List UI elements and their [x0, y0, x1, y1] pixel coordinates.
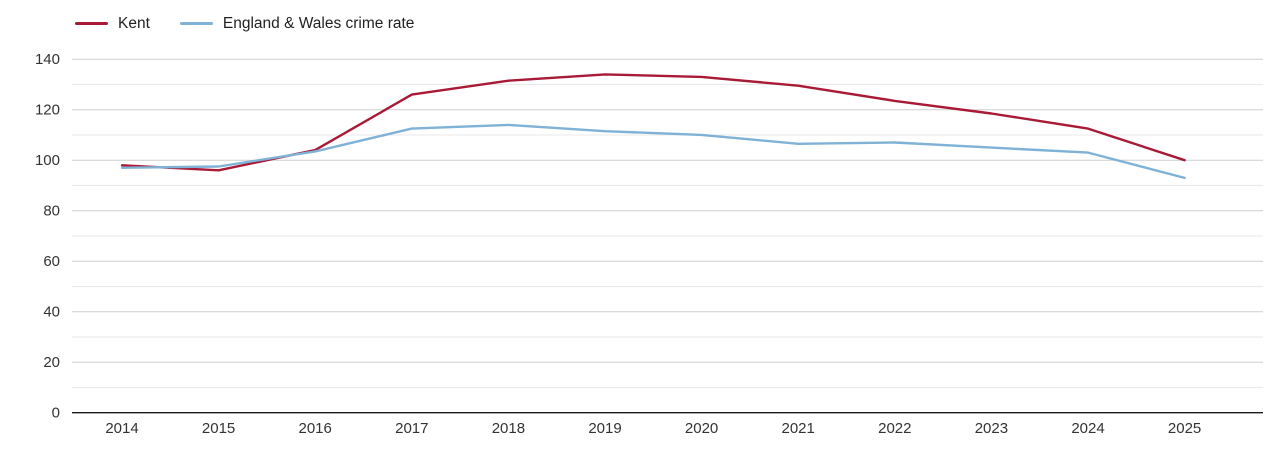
chart-legend: Kent England & Wales crime rate	[75, 15, 414, 32]
legend-item-kent[interactable]: Kent	[75, 15, 150, 32]
x-axis-tick-label: 2025	[1168, 420, 1201, 437]
legend-label-england-wales: England & Wales crime rate	[222, 15, 415, 32]
y-axis-tick-label: 20	[43, 354, 60, 371]
legend-label-kent: Kent	[118, 15, 150, 32]
x-axis-tick-label: 2018	[492, 420, 525, 437]
x-axis-tick-label: 2019	[588, 420, 621, 437]
x-axis-tick-label: 2024	[1071, 420, 1104, 437]
x-axis-tick-label: 2016	[299, 420, 332, 437]
x-axis-tick-label: 2022	[878, 420, 911, 437]
x-axis-tick-label: 2014	[105, 420, 138, 437]
y-axis-tick-label: 60	[43, 253, 60, 270]
y-axis-tick-label: 0	[52, 405, 60, 422]
legend-item-england-wales[interactable]: England & Wales crime rate	[179, 15, 415, 32]
x-axis-tick-label: 2021	[782, 420, 815, 437]
x-axis-tick-label: 2015	[202, 420, 235, 437]
line-series-england-wales	[120, 123, 1186, 180]
x-axis-tick-label: 2017	[395, 420, 428, 437]
kent-line-swatch-icon	[75, 21, 108, 25]
x-axis-tick-label: 2023	[975, 420, 1008, 437]
y-axis-tick-label: 40	[43, 304, 60, 321]
y-axis-tick-label: 140	[35, 51, 60, 68]
y-axis-tick-label: 100	[35, 152, 60, 169]
england-wales-line-swatch-icon	[179, 21, 213, 25]
y-axis-tick-label: 80	[43, 203, 60, 220]
y-axis-tick-label: 120	[35, 102, 60, 119]
x-axis-tick-label: 2020	[685, 420, 718, 437]
